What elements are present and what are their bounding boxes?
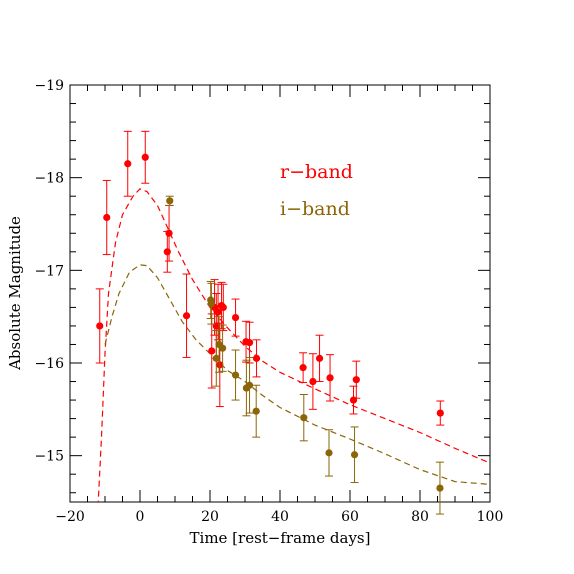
data-point <box>436 484 444 492</box>
data-point <box>182 312 191 320</box>
data-point <box>326 374 334 382</box>
data-point <box>252 354 261 362</box>
data-points <box>95 130 445 515</box>
data-point <box>231 371 240 379</box>
data-point <box>124 160 132 168</box>
y-tick-label: −18 <box>34 171 64 187</box>
data-point <box>208 347 216 355</box>
x-tick-label: 0 <box>136 509 145 525</box>
legend: r−band i−band <box>280 161 353 220</box>
y-tick-label: −15 <box>34 449 64 465</box>
data-point <box>309 377 317 386</box>
data-point <box>212 354 220 362</box>
x-axis-label: Time [rest−frame days] <box>190 529 371 547</box>
x-tick-label: 40 <box>271 509 289 525</box>
legend-label: r−band <box>280 161 353 183</box>
data-point <box>219 344 227 352</box>
y-tick-label: −19 <box>34 78 64 94</box>
y-tick-label: −17 <box>34 263 64 279</box>
model-curve-series-0 <box>97 188 490 502</box>
data-point <box>207 300 215 308</box>
data-point <box>165 229 173 237</box>
data-point <box>299 364 307 372</box>
y-tick-label: −16 <box>34 356 64 372</box>
x-tick-label: 20 <box>201 509 219 525</box>
data-point <box>219 303 227 311</box>
data-point <box>214 308 222 316</box>
data-point <box>300 414 308 422</box>
data-point <box>245 381 254 389</box>
data-point <box>96 322 104 330</box>
x-tick-label: 80 <box>411 509 429 525</box>
data-point <box>252 407 260 415</box>
data-point <box>231 313 240 322</box>
data-point <box>163 248 171 256</box>
data-point <box>103 213 111 222</box>
data-point <box>350 451 359 459</box>
plot-frame <box>69 84 491 503</box>
data-point <box>141 153 149 161</box>
data-point <box>216 361 224 369</box>
model-curve-series-1 <box>104 264 490 485</box>
data-point <box>245 339 254 347</box>
data-point <box>166 197 174 205</box>
data-point <box>325 449 333 457</box>
data-point <box>315 354 324 362</box>
y-axis-label: Absolute Magnitude <box>6 216 24 371</box>
data-point <box>436 409 444 417</box>
x-tick-label: 60 <box>341 509 359 525</box>
axis-ticks: −20 0 20 40 60 80 100 −19 −18 −17 −16 −15 <box>34 78 503 525</box>
x-tick-label: 100 <box>477 509 504 525</box>
data-point <box>352 376 360 384</box>
model-curves <box>97 188 490 502</box>
legend-label: i−band <box>280 198 350 220</box>
x-tick-label: −20 <box>55 509 85 525</box>
